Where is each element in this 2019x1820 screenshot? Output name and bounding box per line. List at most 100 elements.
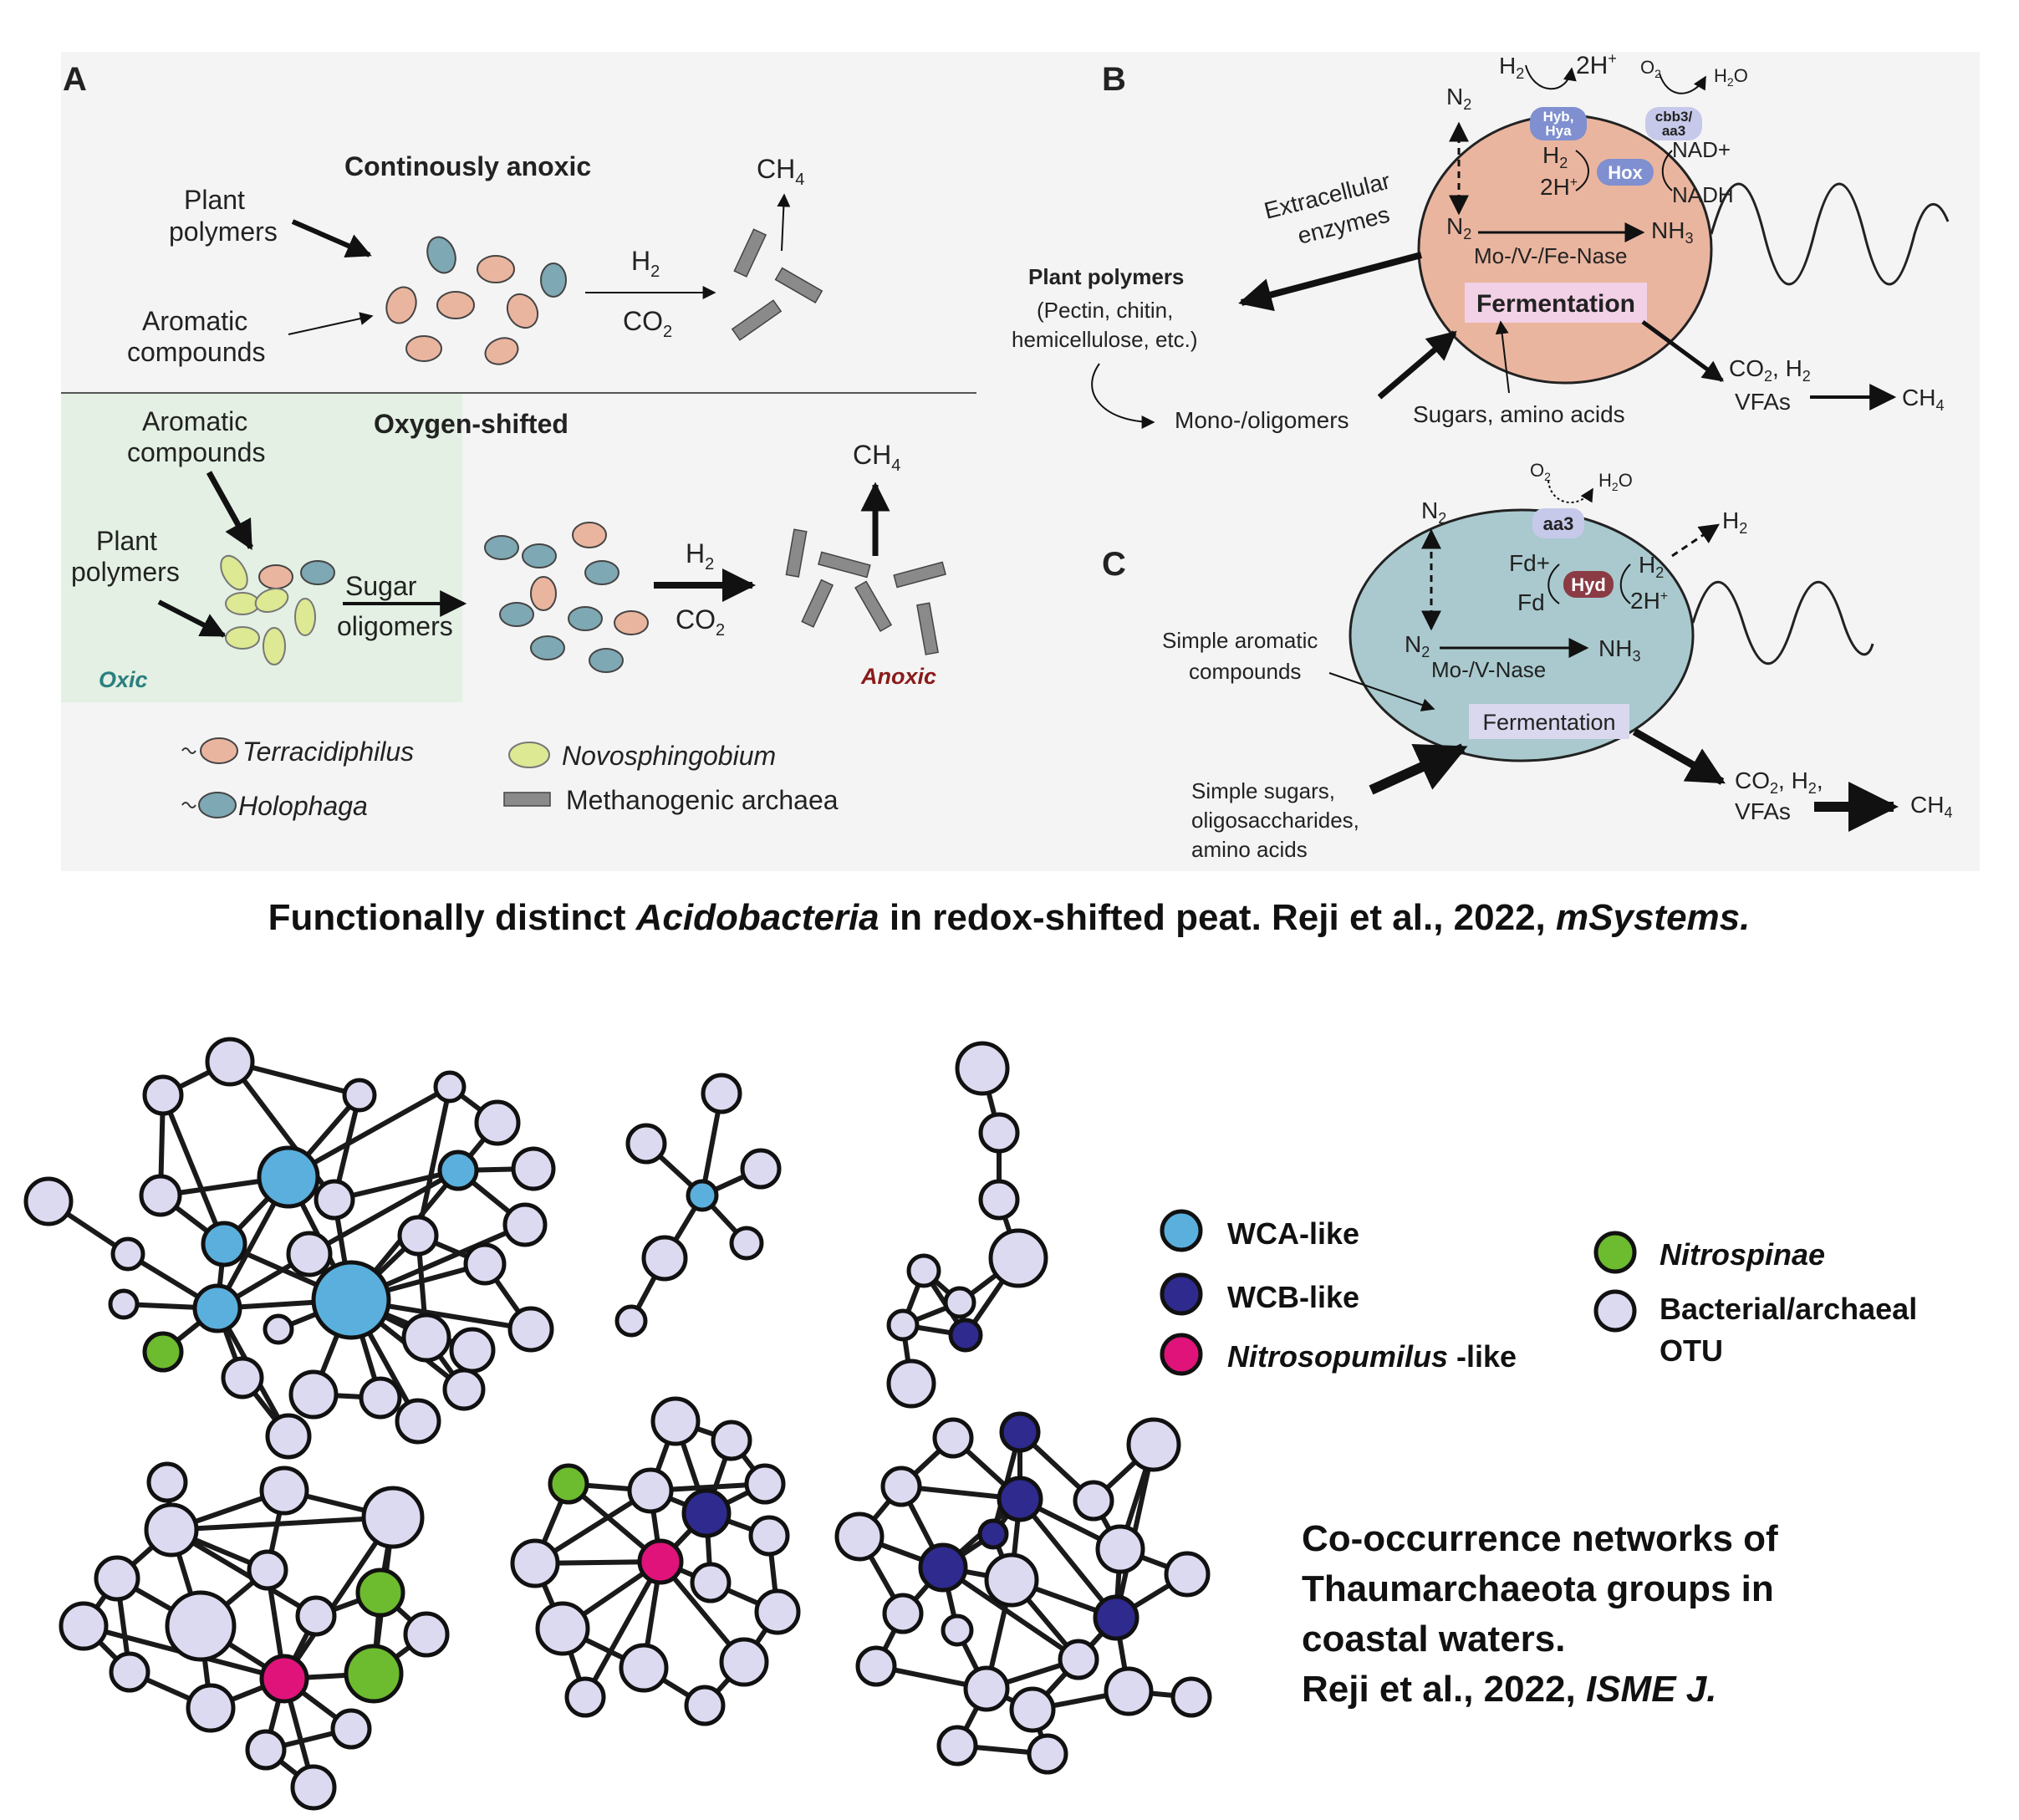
otu-node xyxy=(1126,1417,1181,1472)
o2-label-b: O2 xyxy=(1640,57,1661,80)
mono-oligomers-label: Mono-/oligomers xyxy=(1175,407,1349,433)
terracidiphilus-legend-label: Terracidiphilus xyxy=(242,737,414,767)
anoxic-label: Anoxic xyxy=(860,664,936,689)
terracidiphilus-cell xyxy=(385,286,417,324)
ch4-arrow-top xyxy=(777,193,791,252)
plant-polymers-label-b2: polymers xyxy=(71,557,180,587)
panel-a-label: A xyxy=(63,61,87,98)
otu-node xyxy=(165,1590,237,1662)
holophaga-cell xyxy=(499,602,534,627)
otu-node xyxy=(1164,1551,1211,1598)
fd-plus-label: Fd+ xyxy=(1509,550,1550,576)
otu-node xyxy=(535,1601,590,1656)
flagellum-icon xyxy=(181,747,196,754)
otu-node xyxy=(139,1174,182,1217)
otu-node xyxy=(295,1595,337,1637)
nitrosopumilus-node xyxy=(637,1538,684,1585)
otu-node xyxy=(1009,1686,1056,1733)
otu-node xyxy=(342,1078,377,1113)
otu-node xyxy=(719,1637,769,1687)
aromatic-label-b2: compounds xyxy=(127,437,265,467)
otu-node xyxy=(564,1676,606,1718)
otu-node xyxy=(1170,1676,1212,1718)
otu-node xyxy=(397,1215,439,1257)
o2-reduction-arrow xyxy=(1659,73,1706,94)
cbb3-aa3-protein xyxy=(1645,107,1702,140)
aromatic-label-b1: Aromatic xyxy=(142,406,247,436)
otu-node xyxy=(395,1398,441,1445)
otu-node xyxy=(1104,1666,1154,1716)
h2-release-arrow-c xyxy=(1671,523,1720,558)
nitrosopumilus-legend-label: Nitrosopumilus -like xyxy=(1227,1339,1517,1374)
panel-a-legend: Terracidiphilus Holophaga Novosphingobiu… xyxy=(181,737,839,821)
otu-node xyxy=(963,1665,1010,1712)
otu-node xyxy=(314,1179,355,1221)
otu-node xyxy=(650,1396,701,1446)
fermentation-box-c xyxy=(1469,704,1629,739)
otu-node xyxy=(744,1463,786,1505)
network-edge xyxy=(171,1515,394,1532)
novosphingobium-legend-icon xyxy=(508,742,550,768)
holophaga-legend-icon xyxy=(198,792,237,818)
otu-node xyxy=(259,1466,309,1516)
hyb-hya-protein xyxy=(1530,107,1587,140)
otu-node xyxy=(502,1202,548,1247)
wca-node xyxy=(257,1145,320,1209)
oligomers-label: oligomers xyxy=(337,611,453,641)
aa3-label-c: aa3 xyxy=(1543,513,1574,534)
methanogen-cell xyxy=(893,561,946,589)
nadh-label: NADH xyxy=(1672,182,1734,207)
sugar-label: Sugar xyxy=(345,571,417,601)
otu-node xyxy=(442,1368,486,1411)
depolymerization-arrow xyxy=(1091,363,1155,429)
fermentation-label-b: Fermentation xyxy=(1476,290,1635,318)
otu-node xyxy=(463,1242,507,1286)
nitrospinae-node xyxy=(142,1331,184,1373)
otu-node xyxy=(834,1512,885,1562)
mono-uptake-arrow xyxy=(1377,330,1457,400)
wcb-node xyxy=(948,1318,983,1353)
otu-node xyxy=(984,1552,1039,1608)
aromatic-arrow-b xyxy=(206,471,254,551)
otu-node xyxy=(507,1306,554,1353)
otu-node xyxy=(361,1486,425,1549)
otu-node xyxy=(936,1725,978,1766)
n2-label-b: N2 xyxy=(1446,213,1471,242)
otu-node xyxy=(433,1070,467,1104)
methanogen-cell xyxy=(818,551,871,579)
aromatic-label-2: compounds xyxy=(127,337,265,367)
terracidiphilus-cell xyxy=(258,564,293,589)
nitrospinae-legend-icon xyxy=(1593,1231,1637,1274)
novosphingobium-legend-label: Novosphingobium xyxy=(562,741,776,771)
sugar-uptake-arrow-c xyxy=(1369,743,1468,795)
otu-node xyxy=(932,1417,974,1459)
bottom-caption-line-3: coastal waters. xyxy=(1302,1619,1566,1659)
oxygen-shifted-title: Oxygen-shifted xyxy=(374,409,568,439)
novosphingobium-cell xyxy=(263,627,286,665)
otu-node xyxy=(855,1645,897,1687)
plant-polymers-label-1: Plant xyxy=(184,185,245,215)
fermentation-output-arrow-b xyxy=(1641,319,1725,383)
methanogen-cell xyxy=(801,579,834,628)
methanogen-cell xyxy=(774,267,823,303)
otu-node xyxy=(906,1253,941,1288)
holophaga-cell xyxy=(584,560,619,585)
wcb-node xyxy=(997,1476,1043,1522)
otu-node xyxy=(684,1685,726,1726)
terracidiphilus-cell xyxy=(614,610,649,635)
network-edge xyxy=(941,1565,1080,1662)
top-caption: Functionally distinct Acidobacteria in r… xyxy=(268,897,1751,938)
novosphingobium-cell xyxy=(225,626,260,650)
nase-label-c: Mo-/V-Nase xyxy=(1431,657,1546,682)
terracidiphilus-cell xyxy=(572,522,607,548)
two-h-plus-label: 2H+ xyxy=(1576,50,1617,79)
bottom-caption: Co-occurrence networks of Thaumarchaeota… xyxy=(1302,1518,1778,1710)
hyd-label: Hyd xyxy=(1571,574,1606,595)
panel-b: B Hyb, Hya cbb3/ aa3 H2 2H+ O2 H2O N2 H2… xyxy=(1012,50,1950,433)
otu-node xyxy=(245,1729,287,1771)
vfas-label-b: VFAs xyxy=(1735,389,1791,415)
methanogen-cell xyxy=(854,580,893,633)
hox-arrow-left xyxy=(1575,150,1589,191)
nitrospinae-legend-label: Nitrospinae xyxy=(1660,1237,1825,1272)
